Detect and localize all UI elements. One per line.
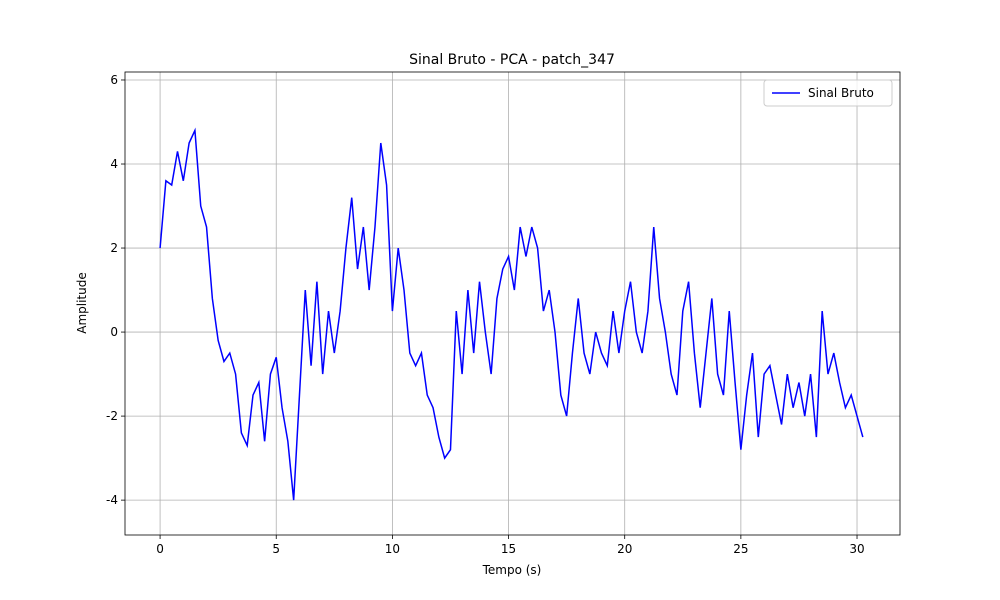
legend-box: [763, 79, 893, 107]
x-axis-label: Tempo (s): [482, 563, 542, 577]
y-axis-label: Amplitude: [75, 272, 89, 334]
y-tick-label: 2: [110, 241, 118, 255]
plot-frame: [124, 71, 901, 536]
legend-label: Sinal Bruto: [808, 86, 874, 100]
y-tick-label: 6: [110, 73, 118, 87]
x-tick-label: 20: [617, 542, 632, 556]
x-tick-label: 30: [849, 542, 864, 556]
x-tick-label: 25: [733, 542, 748, 556]
y-tick-label: 4: [110, 157, 118, 171]
x-tick-label: 0: [156, 542, 164, 556]
chart-title: Sinal Bruto - PCA - patch_347: [409, 52, 615, 68]
y-tick-label: -2: [106, 409, 118, 423]
x-tick-label: 10: [385, 542, 400, 556]
y-tick-label: 0: [110, 325, 118, 339]
x-tick-label: 15: [501, 542, 516, 556]
line-series: [159, 127, 864, 501]
x-tick-label: 5: [272, 542, 280, 556]
y-tick-label: -4: [106, 493, 118, 507]
